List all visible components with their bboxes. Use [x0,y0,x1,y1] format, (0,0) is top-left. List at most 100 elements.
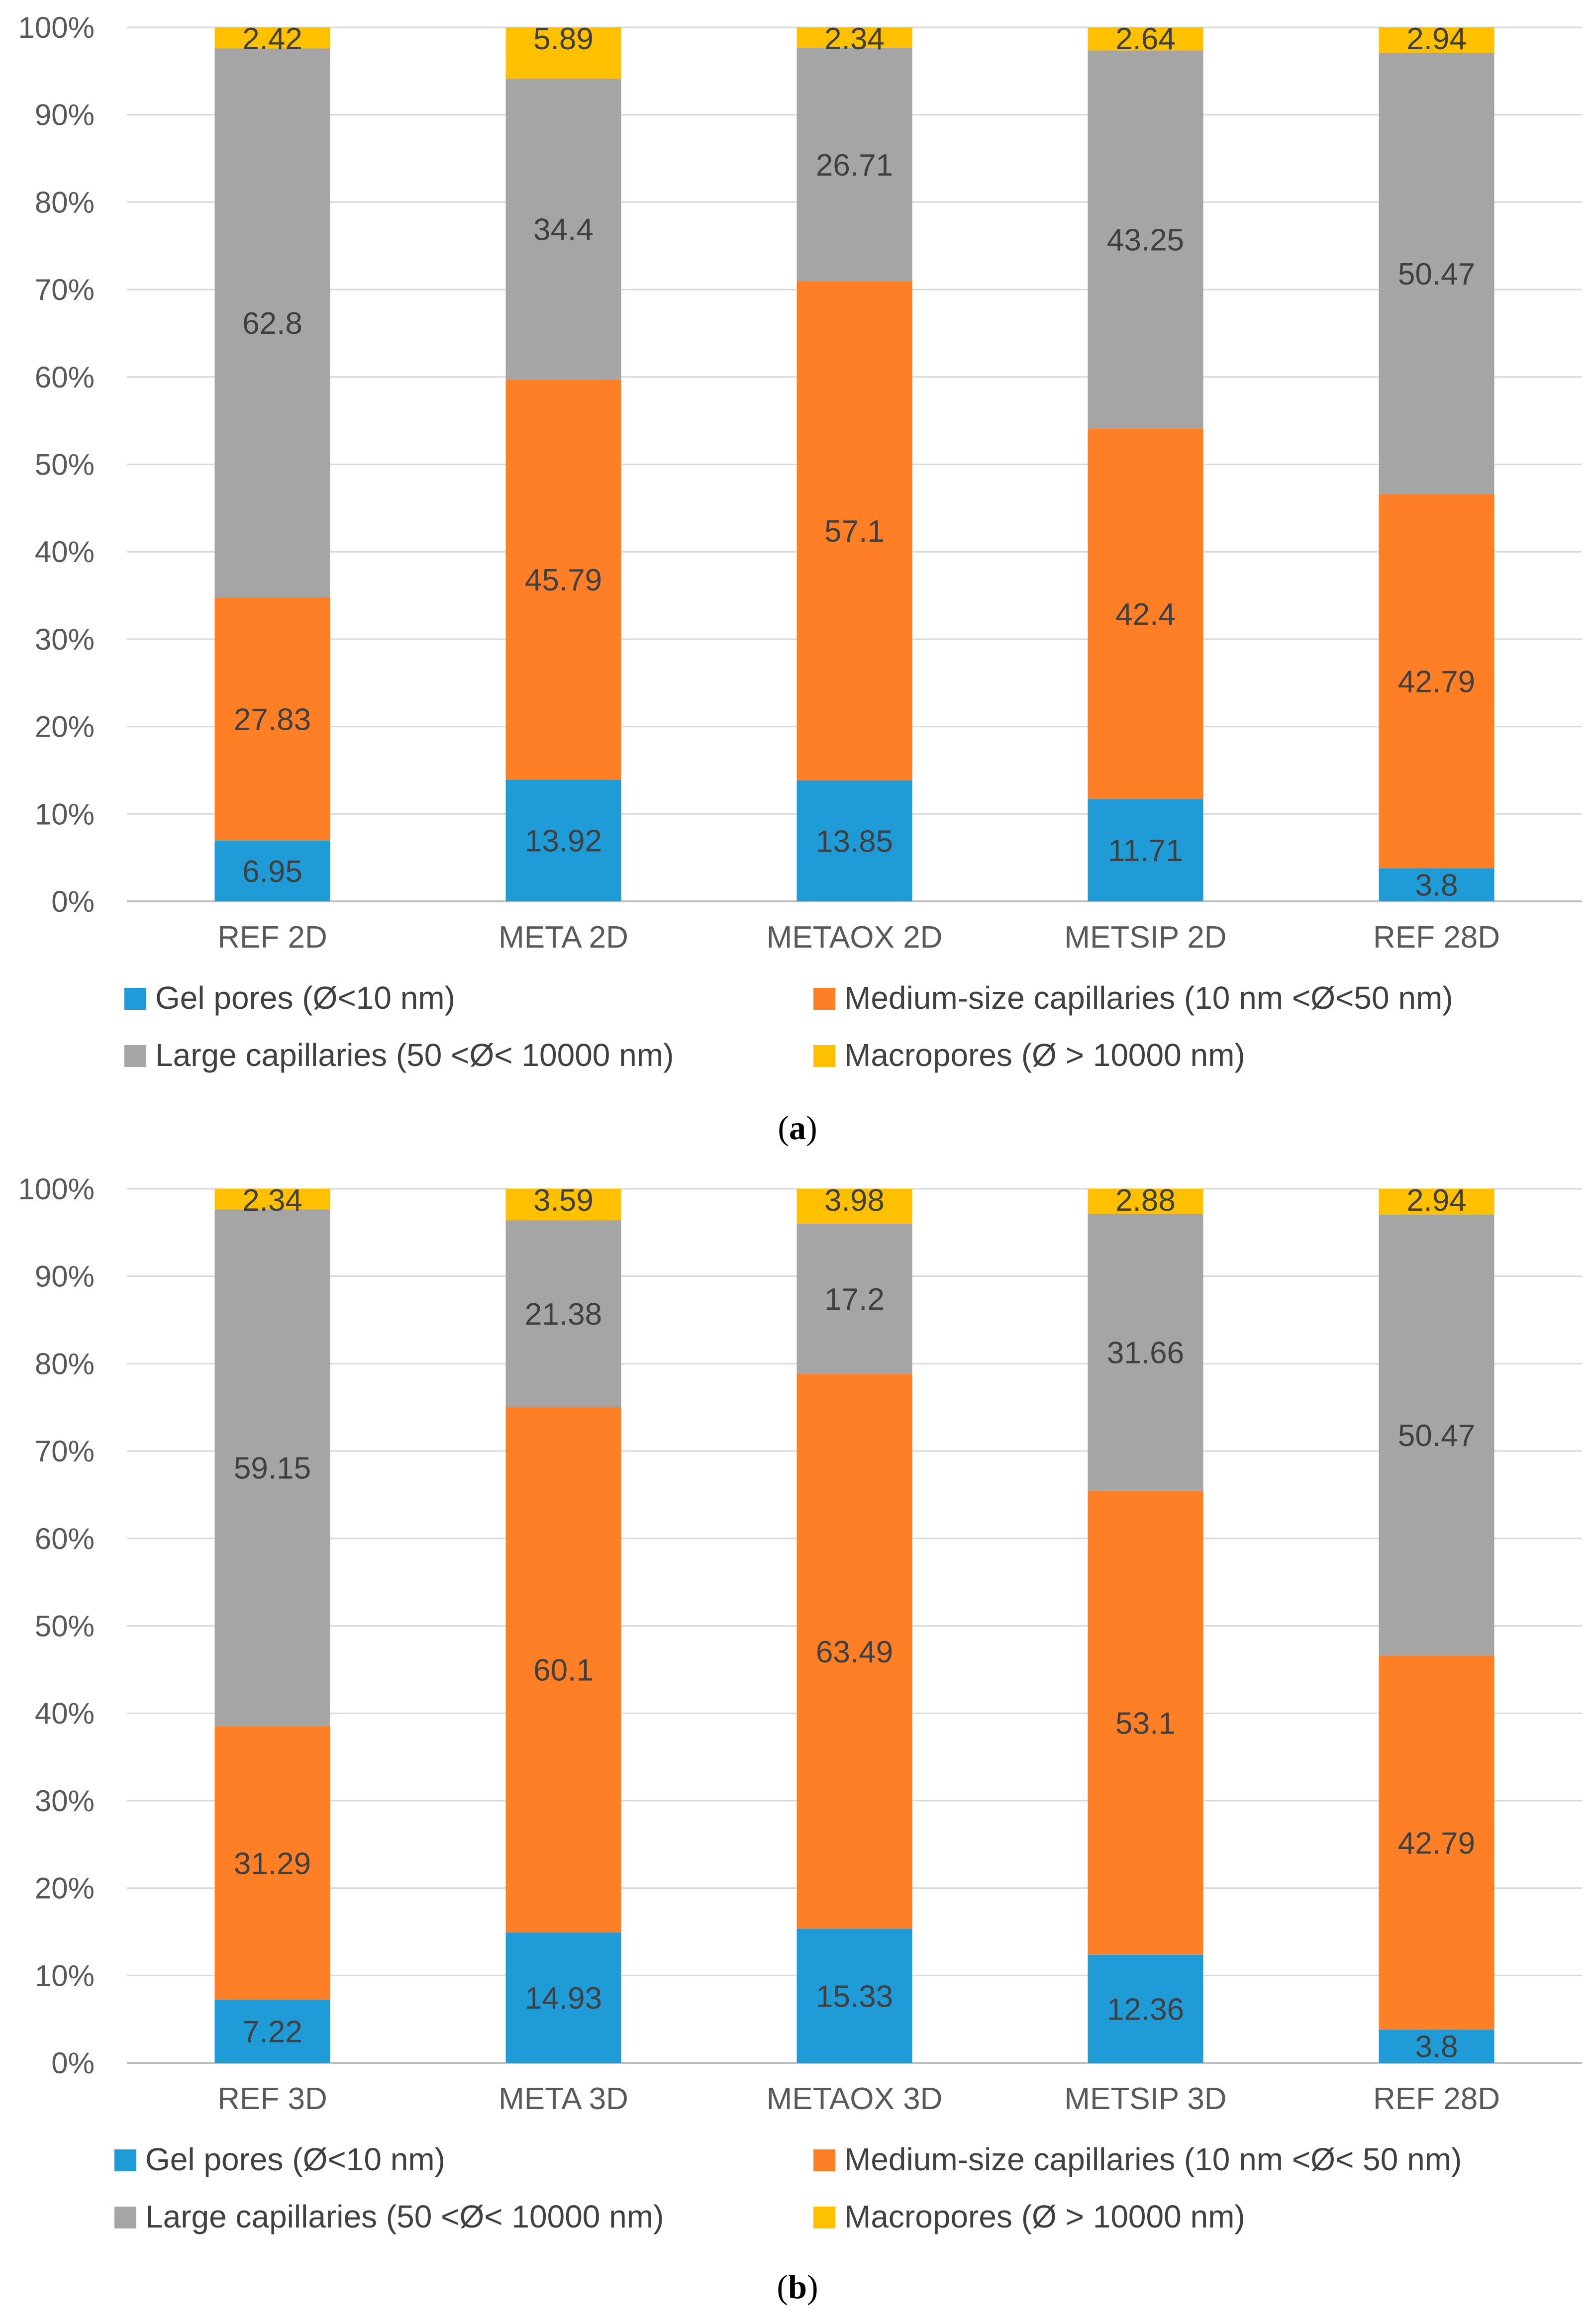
bar-segment [1379,1189,1495,1215]
data-label: 2.34 [242,1183,302,1218]
y-tick-label: 60% [35,361,95,394]
category-label: REF 28D [1373,2082,1500,2116]
caption-close: ) [806,1109,817,1147]
data-label: 42.79 [1398,1826,1475,1860]
bar-segment [797,27,912,48]
figure-caption: (b) [777,2268,818,2306]
data-label: 45.79 [525,563,602,597]
chart-a: 0% 10% 20% 30% 40% 50% 60% 70% 80% 90% 100% 6.95 27.… [18,11,1582,1147]
legend-swatch [124,988,146,1010]
bar-segment [214,48,330,597]
bar-segment [505,1407,621,1933]
data-label: 21.38 [525,1297,602,1332]
bar-segment [797,1374,912,1929]
category-label: META 2D [498,920,628,955]
bar-segment [214,1726,330,2000]
bar-segment [214,1189,330,1210]
data-label: 7.22 [242,2015,302,2049]
y-tick-label: 40% [35,1697,95,1730]
bar-segment [1379,2030,1495,2063]
legend-label: Medium-size capillaries (10 nm <Ø< 50 nm… [844,2141,1462,2177]
bar-segment [214,1209,330,1727]
data-label: 34.4 [533,213,594,247]
data-label: 31.66 [1107,1336,1184,1370]
data-label: 12.36 [1107,1992,1184,2027]
y-tick-label: 40% [35,535,95,569]
y-tick-label: 50% [35,448,95,482]
caption-open: ( [778,1109,789,1147]
category-label: META 3D [498,2082,628,2116]
category-label: REF 28D [1373,920,1500,955]
legend-swatch [813,1045,835,1067]
bar-segment [1088,1954,1203,2063]
bar-segment [1379,1214,1495,1656]
bar-segment [505,1189,621,1221]
bar-segment [214,27,330,49]
y-tick-label: 70% [35,273,95,306]
bar-segment [505,779,621,901]
bar-segment [505,1932,621,2063]
bar-segment [505,1220,621,1407]
y-tick-label: 0% [51,885,95,918]
bar-segment [1379,53,1495,494]
bar-segment [1379,27,1495,53]
category-label: REF 2D [217,920,327,955]
data-label: 2.34 [824,22,885,56]
data-label: 42.4 [1115,597,1176,632]
bar-segment [1088,1189,1203,1214]
bar-segment [797,1929,912,2063]
chart-b: 0% 10% 20% 30% 40% 50% 60% 70% 80% 90% 100% 7.22 31.… [18,1172,1582,2306]
bar-segment [1088,799,1203,901]
bar-segment [797,48,912,282]
category-label: METSIP 2D [1064,920,1226,955]
bar-segment [1088,27,1203,51]
data-label: 13.92 [525,824,602,859]
bar-segment [214,2000,330,2063]
data-label: 27.83 [234,702,311,737]
data-label: 62.8 [242,306,302,341]
legend-label: Macropores (Ø > 10000 nm) [844,2199,1245,2234]
data-label: 3.98 [824,1183,885,1218]
data-label: 43.25 [1107,223,1184,257]
data-label: 26.71 [816,148,893,183]
y-tick-label: 30% [35,623,95,656]
y-tick-label: 80% [35,186,95,219]
caption-open: ( [777,2268,788,2306]
bar-segment [1088,1214,1203,1491]
y-tick-label: 70% [35,1435,95,1468]
data-label: 60.1 [533,1653,594,1688]
data-label: 11.71 [1108,834,1183,868]
bar-segment [797,1189,912,1224]
data-label: 3.8 [1415,2030,1458,2064]
figure-caption: (a) [778,1109,817,1147]
data-label: 2.64 [1115,22,1176,56]
y-tick-label: 90% [35,98,95,132]
legend-label: Gel pores (Ø<10 nm) [155,980,455,1016]
legend-swatch [813,988,835,1010]
y-tick-label: 30% [35,1784,95,1818]
legend-label: Gel pores (Ø<10 nm) [145,2141,445,2177]
y-tick-label: 10% [35,1959,95,1992]
caption-close: ) [807,2268,818,2306]
bar-segment [1379,868,1495,901]
bar-segment [505,27,621,79]
y-tick-label: 90% [35,1260,95,1293]
category-label: REF 3D [217,2082,327,2116]
data-label: 2.94 [1406,1183,1467,1218]
caption-letter: b [788,2268,807,2306]
bar-segment [214,597,330,841]
category-label: METAOX 2D [767,920,943,955]
data-label: 2.88 [1115,1183,1176,1218]
y-tick-label: 20% [35,1872,95,1905]
bar-segment [505,379,621,780]
y-tick-label: 50% [35,1610,95,1643]
legend-label: Medium-size capillaries (10 nm <Ø<50 nm) [844,980,1453,1016]
bar-segment [1088,1490,1203,1955]
data-label: 31.29 [234,1846,311,1881]
bar-segment [797,780,912,901]
data-label: 59.15 [234,1452,311,1486]
legend-swatch [813,2149,835,2171]
legend-label: Large capillaries (50 <Ø< 10000 nm) [155,1037,674,1073]
data-label: 63.49 [816,1635,893,1669]
